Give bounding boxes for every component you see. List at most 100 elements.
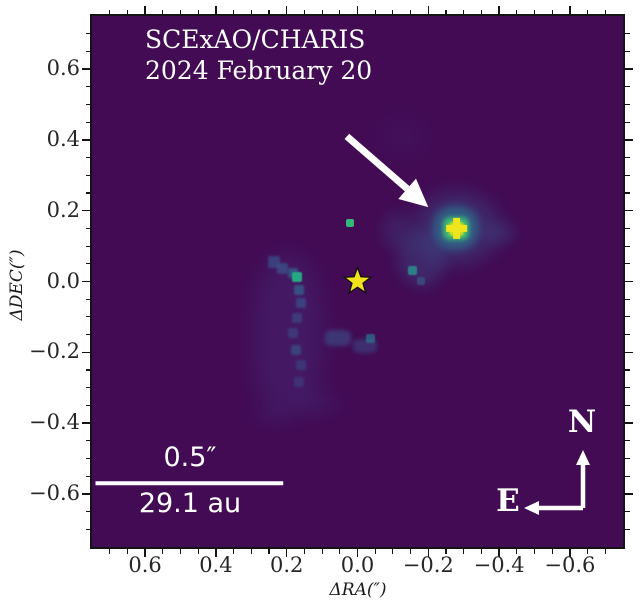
tick-mark (126, 549, 128, 554)
tick-mark (144, 549, 146, 557)
emission-blob (248, 406, 288, 424)
tick-mark (250, 549, 252, 554)
x-tick-label: −0.2 (402, 553, 454, 577)
tick-mark (85, 369, 90, 371)
tick-mark (625, 298, 630, 300)
tick-mark (392, 9, 394, 14)
tick-mark (587, 549, 589, 554)
tick-mark (339, 9, 341, 14)
tick-mark (625, 86, 630, 88)
emission-blob (292, 313, 302, 323)
tick-mark (374, 9, 376, 14)
tick-mark (162, 549, 164, 554)
tick-mark (516, 9, 518, 14)
tick-mark (625, 440, 630, 442)
tick-mark (85, 387, 90, 389)
tick-mark (356, 549, 359, 557)
y-tick-label: 0.2 (46, 197, 80, 222)
emission-blob (484, 222, 516, 244)
emission-blob (382, 212, 414, 250)
tick-mark (215, 549, 217, 557)
host-star-marker (342, 265, 373, 295)
tick-mark (625, 121, 630, 123)
tick-mark (498, 6, 500, 14)
tick-mark (82, 280, 90, 283)
tick-mark (85, 86, 90, 88)
tick-mark (625, 404, 630, 406)
tick-mark (85, 457, 90, 460)
x-tick-label: 0.4 (199, 553, 233, 577)
tick-mark (625, 280, 633, 283)
tick-mark (85, 475, 90, 477)
tick-mark (144, 6, 146, 14)
y-axis-title: ΔDEC(″) (7, 249, 27, 321)
tick-mark (625, 351, 633, 354)
tick-mark (233, 9, 235, 14)
y-tick-label: 0.4 (46, 126, 80, 151)
tick-mark (303, 9, 305, 14)
tick-mark (625, 528, 630, 530)
tick-mark (625, 227, 630, 229)
tick-mark (625, 387, 630, 389)
tick-mark (179, 9, 182, 14)
tick-mark (82, 422, 90, 424)
y-tick-label: −0.2 (29, 339, 80, 364)
tick-mark (410, 9, 412, 14)
tick-mark (268, 9, 270, 14)
tick-mark (392, 549, 394, 554)
tick-mark (233, 549, 235, 554)
tick-mark (625, 157, 630, 159)
image-plot-area: SCExAO/CHARIS 2024 February 20 0.5″ 29.1… (92, 16, 623, 547)
y-tick-label: −0.6 (29, 480, 80, 505)
tick-mark (85, 440, 90, 442)
tick-mark (625, 103, 630, 106)
tick-mark (625, 316, 630, 318)
emission-blob (366, 334, 375, 343)
tick-mark (197, 549, 199, 554)
tick-mark (162, 9, 164, 14)
tick-mark (625, 334, 630, 336)
tick-mark (85, 334, 90, 336)
emission-blob (377, 116, 429, 158)
y-tick-label: 0.0 (46, 268, 80, 293)
tick-mark (498, 549, 500, 557)
tick-mark (303, 549, 305, 554)
tick-mark (625, 263, 630, 265)
tick-mark (445, 9, 447, 14)
tick-mark (82, 351, 90, 354)
tick-mark (533, 9, 536, 14)
observation-date-label: 2024 February 20 (145, 56, 373, 85)
x-axis-title: ΔRA(″) (329, 580, 387, 600)
tick-mark (551, 9, 553, 14)
emission-blob (325, 330, 351, 346)
tick-mark (445, 549, 447, 554)
tick-mark (480, 549, 482, 554)
emission-blob (296, 360, 306, 370)
compass-east-label: E (496, 483, 520, 519)
tick-mark (569, 549, 571, 557)
emission-blob (288, 328, 298, 338)
tick-mark (85, 174, 90, 176)
tick-mark (85, 528, 90, 530)
tick-mark (82, 493, 90, 495)
emission-blob (277, 263, 288, 274)
tick-mark (427, 6, 430, 14)
tick-mark (463, 549, 465, 554)
tick-mark (587, 9, 589, 14)
tick-mark (85, 316, 90, 318)
tick-mark (126, 9, 128, 14)
tick-mark (321, 549, 323, 554)
x-tick-label: 0.2 (269, 553, 304, 577)
emission-map-layer (92, 16, 623, 547)
tick-mark (625, 33, 630, 35)
tick-mark (604, 9, 606, 14)
tick-mark (625, 475, 630, 477)
emission-blob (417, 277, 425, 285)
y-tick-label: −0.4 (29, 410, 80, 435)
emission-blob (291, 345, 301, 355)
tick-mark (109, 549, 111, 554)
tick-mark (374, 549, 376, 554)
tick-mark (85, 192, 90, 194)
tick-mark (551, 549, 553, 554)
